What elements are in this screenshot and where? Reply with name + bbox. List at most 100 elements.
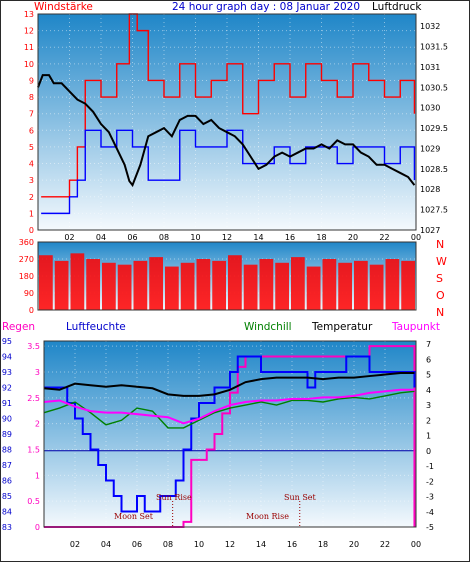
direction-bar [212,260,226,310]
pressure-tick-label: 1029 [420,144,440,153]
pressure-tick-label: 1027.5 [420,206,448,215]
direction-bar [275,262,289,310]
direction-bar [180,262,195,310]
pressure-tick-label: 1028 [420,185,440,194]
windchill-line [43,390,415,429]
temperature-tick-label: 1 [426,432,431,441]
legend-temperature: Temperatur [311,321,373,333]
direction-bar [385,259,400,310]
wind-direction-series [39,253,415,310]
humidity-tick-label: 93 [2,368,12,377]
temperature-axis: -5 -4 -3 -2 -1 0 1 2 3 4 5 6 7 [426,340,434,532]
time-tick-label: 18 [316,233,326,242]
time-tick-label: 20 [349,540,359,549]
temperature-tick-label: -4 [426,508,434,517]
direction-bar [354,260,368,310]
rain-tick-label: 0.5 [27,497,40,506]
humidity-tick-label: 95 [2,337,12,346]
temperature-line [43,372,415,397]
pressure-axis: 1027 1027.5 1028 1028.5 1029 1029.5 1030 1030.5… [420,22,448,235]
time-tick-label: 04 [96,233,106,242]
humidity-tick-label: 86 [2,477,12,486]
direction-bar [70,253,85,310]
temperature-tick-label: 6 [426,355,431,364]
direction-bar [196,259,211,310]
wind-tick-label: 2 [29,193,34,202]
legend-rain: Regen [2,321,35,333]
humidity-tick-label: 84 [2,508,12,517]
direction-bar [133,260,148,310]
wind-direction-plot-border [37,241,417,311]
wind-pressure-plot-area [38,14,416,230]
wind-pressure-plot-border [37,13,417,231]
time-tick-label: 22 [379,233,389,242]
humidity-line [44,355,416,513]
direction-bar [228,255,242,310]
humidity-tick-label: 90 [2,415,12,424]
rain-tick-label: 1.5 [27,446,40,455]
time-tick-label: 22 [380,540,390,549]
wind-strength-line [41,13,416,198]
legend-windchill: Windchill [244,321,292,333]
moon-set-label: Moon Set [114,512,154,521]
temperature-series [43,345,416,528]
time-tick-label: 20 [348,233,358,242]
direction-tick-label: 90 [24,289,34,298]
time-tick-label: 14 [253,233,263,242]
time-tick-label: 10 [194,540,204,549]
pressure-tick-label: 1031.5 [420,43,448,52]
temperature-tick-label: 4 [426,386,431,395]
time-tick-label: 10 [190,233,200,242]
rain-tick-label: 2 [35,420,40,429]
time-tick-label: 08 [163,540,173,549]
wind-pressure-series [37,13,416,215]
wind-tick-label: 4 [29,160,34,169]
direction-bar [369,264,384,310]
temperature-tick-label: 3 [426,401,431,410]
page-title: 24 hour graph day : 08 Januar 2020 [172,1,360,13]
humidity-axis: 83 84 85 86 87 88 89 90 91 92 93 94 95 [2,337,12,532]
direction-bar [86,259,100,310]
time-tick-label: 06 [132,540,142,549]
wind-pressure-x-axis: 02 04 06 08 10 12 14 16 18 20 22 00 [64,233,421,242]
humidity-tick-label: 88 [2,446,12,455]
pressure-tick-label: 1027 [420,226,440,235]
wind-tick-label: 8 [29,93,34,102]
time-tick-label: 12 [225,540,235,549]
wind-tick-label: 12 [24,27,34,36]
pressure-line [37,74,416,188]
wind-tick-label: 10 [24,60,34,69]
direction-bar [338,262,352,310]
rain-tick-label: 3 [35,368,40,377]
pressure-tick-label: 1028.5 [420,165,448,174]
direction-tick-label: 270 [19,255,34,264]
temperature-tick-label: 7 [426,340,431,349]
temperature-plot-border [43,340,417,528]
direction-bar [39,255,53,310]
compass-label: S [436,272,443,285]
humidity-tick-label: 87 [2,461,12,470]
compass-label: W [436,255,447,268]
wind-tick-label: 13 [24,10,34,19]
pressure-tick-label: 1029.5 [420,124,448,133]
wind-average-line [41,129,416,215]
direction-tick-label: 0 [29,306,34,315]
compass-label: N [436,238,444,251]
pressure-tick-label: 1030.5 [420,83,448,92]
direction-bar [259,259,274,310]
direction-bar [54,260,69,310]
sun-set-label: Sun Set [284,493,317,502]
temperature-tick-label: -2 [426,477,434,486]
temperature-tick-label: -3 [426,493,434,502]
direction-bar [401,260,415,310]
direction-bar [306,266,321,310]
direction-bar [117,264,132,310]
moon-rise-label: Moon Rise [246,512,289,521]
wind-direction-axis: 0 90 180 270 360 [19,238,34,315]
rain-tick-label: 2.5 [27,394,40,403]
humidity-tick-label: 89 [2,430,12,439]
temperature-tick-label: 5 [426,371,431,380]
pressure-tick-label: 1030 [420,104,440,113]
